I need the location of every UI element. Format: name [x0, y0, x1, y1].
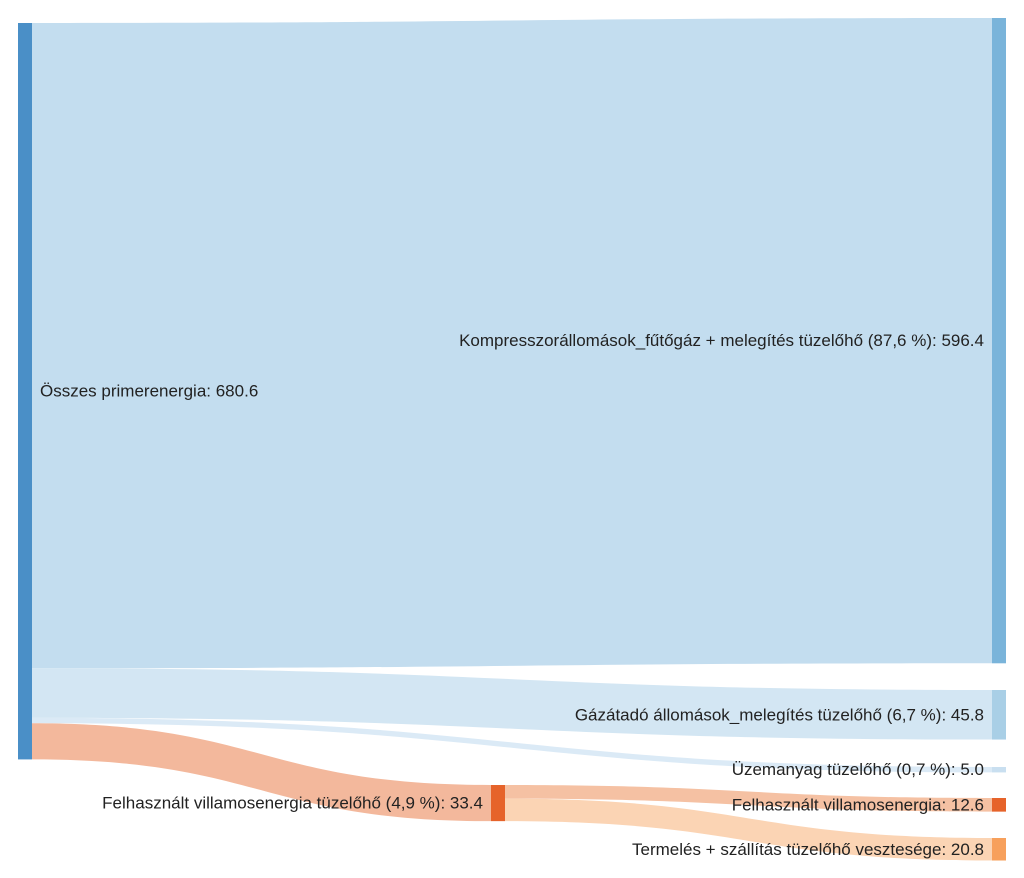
label-compressor: Kompresszorállomások_fűtőgáz + melegítés…: [459, 331, 984, 350]
node-total: [18, 23, 32, 760]
link-total-to-electricity_fuel: [32, 723, 491, 822]
node-losses: [992, 838, 1006, 861]
sankey-links: [32, 18, 992, 861]
link-electricity_fuel-to-electricity: [505, 785, 992, 812]
label-electricity_fuel: Felhasznált villamosenergia tüzelőhő (4,…: [102, 794, 483, 813]
link-total-to-fuel: [32, 717, 992, 773]
sankey-nodes: [18, 18, 1006, 861]
label-total: Összes primerenergia: 680.6: [40, 382, 258, 401]
link-total-to-compressor: [32, 18, 992, 669]
label-fuel: Üzemanyag tüzelőhő (0,7 %): 5.0: [732, 760, 984, 779]
node-compressor: [992, 18, 1006, 664]
node-electricity_fuel: [491, 785, 505, 822]
link-total-to-gas_station: [32, 668, 992, 740]
link-electricity_fuel-to-losses: [505, 798, 992, 861]
label-losses: Termelés + szállítás tüzelőhő vesztesége…: [632, 840, 984, 859]
label-electricity: Felhasznált villamosenergia: 12.6: [732, 795, 984, 814]
node-fuel: [992, 767, 1006, 773]
sankey-labels: Összes primerenergia: 680.6 Kompresszorál…: [40, 331, 984, 859]
label-gas_station: Gázátadó állomások_melegítés tüzelőhő (6…: [575, 705, 984, 724]
node-electricity: [992, 798, 1006, 812]
node-gas_station: [992, 690, 1006, 740]
